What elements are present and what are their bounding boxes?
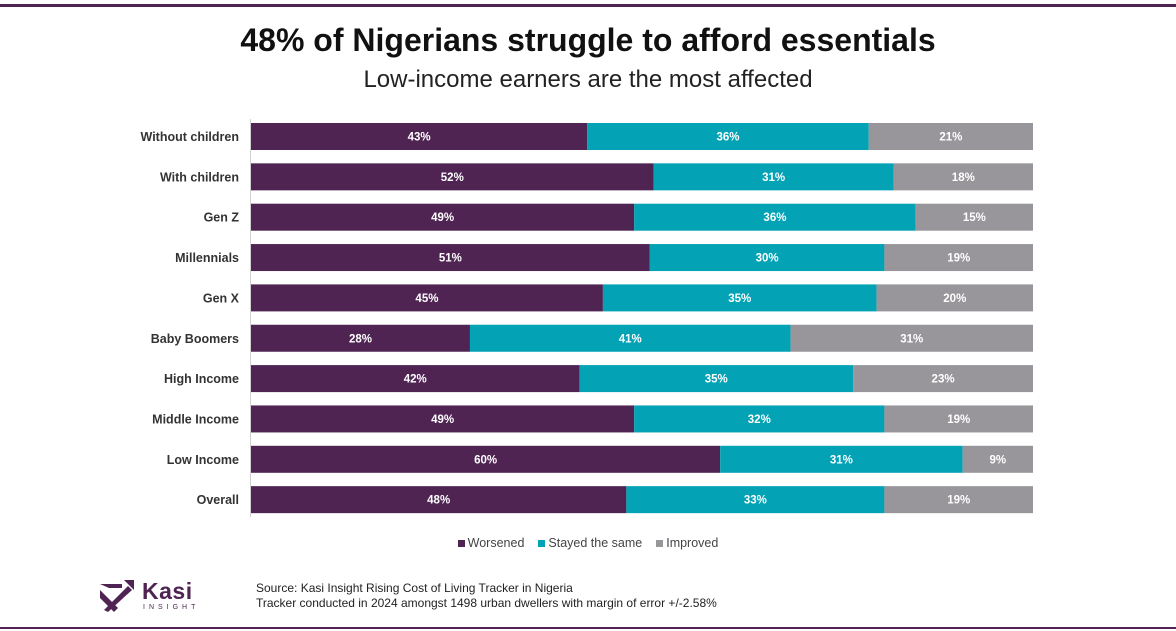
bar-label-middle-income-stayed-the-same: 32%	[748, 414, 771, 426]
bar-label-gen-x-worsened: 45%	[415, 293, 438, 305]
bar-baby-boomers-worsened	[251, 324, 470, 352]
bar-baby-boomers-improved	[790, 324, 1033, 352]
legend-label-worsened: Worsened	[467, 536, 525, 550]
bar-middle-income-worsened	[251, 405, 635, 433]
category-label-overall: Overall	[197, 493, 239, 507]
bar-label-gen-z-improved: 15%	[963, 212, 986, 224]
kasi-logo: Kasi INSIGHT	[100, 578, 200, 614]
bar-label-without-children-worsened: 43%	[408, 132, 431, 144]
legend-label-stayed-same: Stayed the same	[548, 536, 643, 550]
bar-without-children-stayed-the-same	[587, 123, 869, 150]
bar-label-middle-income-worsened: 49%	[431, 414, 454, 426]
bar-label-without-children-improved: 21%	[939, 132, 962, 144]
chart-legend: Worsened Stayed the same Improved	[0, 536, 1176, 550]
source-note: Source: Kasi Insight Rising Cost of Livi…	[256, 581, 717, 611]
bar-high-income-stayed-the-same	[579, 365, 854, 393]
category-label-with-children: With children	[160, 170, 239, 184]
bar-label-baby-boomers-worsened: 28%	[349, 333, 372, 345]
bar-gen-x-improved	[876, 284, 1033, 312]
bar-low-income-stayed-the-same	[720, 445, 963, 473]
bar-gen-x-worsened	[251, 284, 603, 312]
bar-with-children-worsened	[251, 163, 654, 191]
top-rule	[0, 4, 1176, 7]
bar-overall-stayed-the-same	[626, 486, 885, 514]
bar-gen-z-worsened	[251, 203, 635, 231]
legend-swatch-stayed-same	[538, 539, 546, 547]
bottom-rule	[0, 627, 1176, 629]
legend-swatch-improved	[656, 539, 664, 547]
bar-label-high-income-stayed-the-same: 35%	[705, 374, 728, 386]
logo-name: Kasi	[142, 578, 193, 604]
bar-label-with-children-stayed-the-same: 31%	[762, 172, 785, 184]
bar-gen-z-stayed-the-same	[634, 203, 916, 231]
legend-item-stayed-same: Stayed the same	[538, 536, 642, 550]
category-label-low-income: Low Income	[167, 453, 239, 467]
bar-label-overall-stayed-the-same: 33%	[744, 495, 767, 507]
category-label-without-children: Without children	[141, 130, 240, 144]
bar-label-high-income-worsened: 42%	[404, 374, 427, 386]
bar-baby-boomers-stayed-the-same	[469, 324, 791, 352]
bar-label-without-children-stayed-the-same: 36%	[717, 132, 740, 144]
stacked-bar-chart: Without children 43% 36% 21% With children 52…	[141, 119, 1033, 518]
bar-label-with-children-improved: 18%	[952, 172, 975, 184]
bar-with-children-stayed-the-same	[653, 163, 894, 191]
legend-item-worsened: Worsened	[457, 536, 525, 550]
category-label-millennials: Millennials	[175, 251, 239, 265]
bar-label-low-income-improved: 9%	[989, 454, 1006, 466]
bar-overall-worsened	[251, 486, 627, 514]
category-label-baby-boomers: Baby Boomers	[151, 332, 239, 346]
source-line-1: Source: Kasi Insight Rising Cost of Livi…	[256, 581, 573, 595]
bar-middle-income-stayed-the-same	[634, 405, 885, 433]
bar-label-baby-boomers-improved: 31%	[900, 333, 923, 345]
bar-label-baby-boomers-stayed-the-same: 41%	[619, 333, 642, 345]
bar-label-low-income-worsened: 60%	[474, 454, 497, 466]
legend-item-improved: Improved	[656, 536, 718, 550]
bar-high-income-improved	[853, 365, 1033, 393]
bar-millennials-worsened	[251, 244, 650, 272]
chart-subtitle: Low-income earners are the most affected	[363, 66, 813, 93]
bar-without-children-improved	[868, 123, 1033, 150]
bar-label-high-income-improved: 23%	[932, 374, 955, 386]
bar-without-children-worsened	[251, 123, 588, 150]
category-label-high-income: High Income	[164, 372, 239, 386]
logo-subtitle: INSIGHT	[143, 604, 200, 611]
bar-label-overall-improved: 19%	[947, 495, 970, 507]
bar-high-income-worsened	[251, 365, 580, 393]
bar-label-gen-x-improved: 20%	[943, 293, 966, 305]
bar-label-gen-x-stayed-the-same: 35%	[728, 293, 751, 305]
kasi-arrow-icon	[100, 580, 134, 612]
bar-label-with-children-worsened: 52%	[441, 172, 464, 184]
bar-millennials-stayed-the-same	[649, 244, 885, 272]
bar-label-middle-income-improved: 19%	[947, 414, 970, 426]
category-label-gen-z: Gen Z	[204, 211, 240, 225]
bar-gen-x-stayed-the-same	[602, 284, 877, 312]
legend-label-improved: Improved	[666, 536, 719, 550]
bar-gen-z-improved	[915, 203, 1033, 231]
bar-label-low-income-stayed-the-same: 31%	[830, 454, 853, 466]
bar-with-children-improved	[893, 163, 1033, 191]
bar-label-overall-worsened: 48%	[427, 495, 450, 507]
legend-swatch-worsened	[457, 539, 465, 547]
bar-middle-income-improved	[884, 405, 1033, 433]
chart-title: 48% of Nigerians struggle to afford esse…	[240, 22, 936, 58]
category-label-gen-x: Gen X	[203, 291, 240, 305]
bar-label-millennials-improved: 19%	[947, 253, 970, 265]
category-label-middle-income: Middle Income	[152, 412, 239, 426]
bar-overall-improved	[884, 486, 1033, 514]
bar-label-millennials-stayed-the-same: 30%	[756, 253, 779, 265]
bar-label-gen-z-worsened: 49%	[431, 212, 454, 224]
bar-millennials-improved	[884, 244, 1033, 272]
bar-label-gen-z-stayed-the-same: 36%	[763, 212, 786, 224]
bar-low-income-worsened	[251, 445, 721, 473]
bar-label-millennials-worsened: 51%	[439, 253, 462, 265]
bar-low-income-improved	[962, 445, 1033, 473]
source-line-2: Tracker conducted in 2024 amongst 1498 u…	[256, 596, 717, 610]
